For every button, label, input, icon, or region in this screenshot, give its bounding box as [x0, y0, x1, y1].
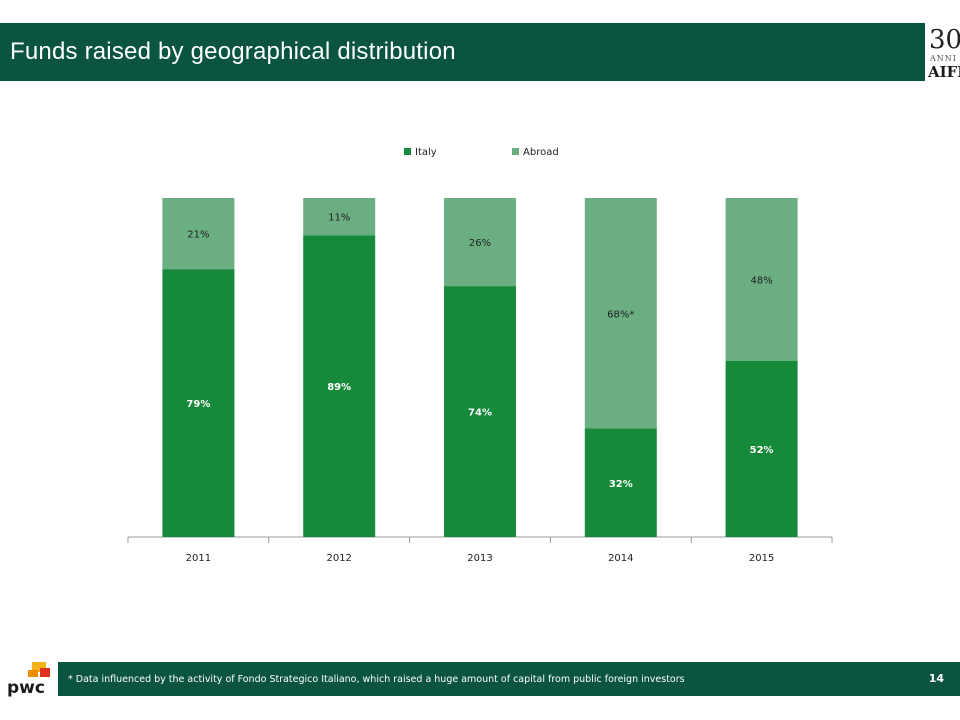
- data-label-italy-2015: 52%: [750, 445, 774, 456]
- bar-abroad-2011: [162, 198, 235, 270]
- data-label-italy-2014: 32%: [609, 479, 633, 490]
- x-tick-label-2011: 2011: [186, 553, 211, 564]
- bar-italy-2011: [162, 269, 235, 537]
- x-tick-label-2014: 2014: [608, 553, 633, 564]
- title-bar: Funds raised by geographical distributio…: [0, 23, 925, 81]
- bar-abroad-2012: [303, 198, 376, 236]
- page-number: 14: [928, 672, 944, 685]
- data-label-abroad-2012: 11%: [328, 213, 350, 224]
- aifi-logo-anni: ANNI: [929, 54, 957, 63]
- data-label-abroad-2011: 21%: [187, 230, 209, 241]
- legend-swatch-abroad: [512, 148, 519, 155]
- bar-abroad-2015: [725, 198, 798, 361]
- footer-bar: * Data influenced by the activity of Fon…: [58, 662, 960, 696]
- pwc-logo: pwc: [7, 662, 50, 698]
- legend-swatch-italy: [404, 148, 411, 155]
- x-tick-label-2012: 2012: [326, 553, 351, 564]
- x-tick-label-2015: 2015: [749, 553, 774, 564]
- data-label-abroad-2015: 48%: [750, 275, 772, 286]
- bar-italy-2014: [584, 428, 657, 537]
- x-tick-label-2013: 2013: [467, 553, 492, 564]
- data-label-abroad-2013: 26%: [469, 238, 491, 249]
- footnote: * Data influenced by the activity of Fon…: [68, 673, 685, 685]
- aifi-logo-number: 30: [929, 25, 960, 55]
- bar-italy-2012: [303, 235, 376, 538]
- page-title: Funds raised by geographical distributio…: [10, 38, 456, 65]
- data-label-abroad-2014: 68%*: [607, 309, 634, 320]
- bar-italy-2015: [725, 360, 798, 537]
- data-label-italy-2011: 79%: [186, 399, 210, 410]
- pwc-logo-text: pwc: [7, 678, 45, 698]
- data-label-italy-2013: 74%: [468, 408, 492, 419]
- bar-abroad-2013: [444, 198, 516, 287]
- bar-italy-2013: [444, 286, 516, 537]
- data-label-italy-2012: 89%: [327, 382, 351, 393]
- legend-label-italy: Italy: [415, 147, 437, 158]
- legend-label-abroad: Abroad: [523, 147, 559, 158]
- bar-abroad-2014: [584, 198, 657, 429]
